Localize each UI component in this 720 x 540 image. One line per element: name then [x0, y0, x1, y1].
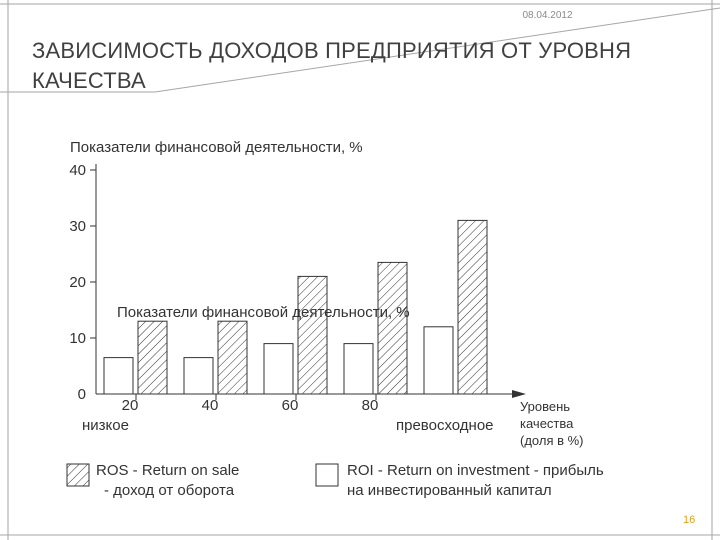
legend-swatch-roi	[315, 463, 339, 487]
x-axis-title: Уровень	[520, 399, 570, 414]
legend-label-roi: ROI - Return on investment - прибыль	[347, 462, 604, 479]
bar-roi	[263, 343, 294, 395]
bar-ros	[297, 275, 328, 395]
y-tick-label: 20	[69, 274, 86, 291]
x-axis-arrow	[512, 390, 526, 398]
x-tick-label: 80	[362, 397, 379, 414]
x-tick-label: 40	[202, 397, 219, 414]
legend-label-roi: на инвестированный капитал	[347, 482, 552, 499]
legend-swatch-ros	[66, 463, 90, 487]
y-axis-title: Показатели финансовой деятельности, %	[70, 139, 363, 156]
bar-ros	[377, 261, 408, 395]
x-high-label: превосходное	[396, 417, 494, 434]
bar-ros	[137, 320, 168, 395]
bar-roi	[423, 326, 454, 395]
legend-label-ros: ROS - Return on sale	[96, 462, 239, 479]
y-tick-label: 0	[78, 386, 86, 403]
slide-date: 08.04.2012	[500, 10, 595, 21]
y-tick-label: 10	[69, 330, 86, 347]
slide-title: ЗАВИСИМОСТЬ ДОХОДОВ ПРЕДПРИЯТИЯ ОТ УРОВН…	[32, 38, 632, 93]
y-tick-label: 40	[69, 162, 86, 179]
x-tick-label: 20	[122, 397, 139, 414]
bar-ros	[457, 219, 488, 395]
x-low-label: низкое	[82, 417, 129, 434]
legend-label-ros: - доход от оборота	[104, 482, 235, 499]
x-axis-title: качества	[520, 416, 574, 431]
page-number: 16	[683, 514, 696, 526]
x-axis-title: (доля в %)	[520, 433, 584, 448]
x-tick-label: 60	[282, 397, 299, 414]
bar-ros	[217, 320, 248, 395]
chart-overlay-label: Показатели финансовой деятельности, %	[117, 304, 410, 321]
bar-roi	[343, 343, 374, 395]
bar-roi	[103, 357, 134, 395]
bar-roi	[183, 357, 214, 395]
y-tick-label: 30	[69, 218, 86, 235]
